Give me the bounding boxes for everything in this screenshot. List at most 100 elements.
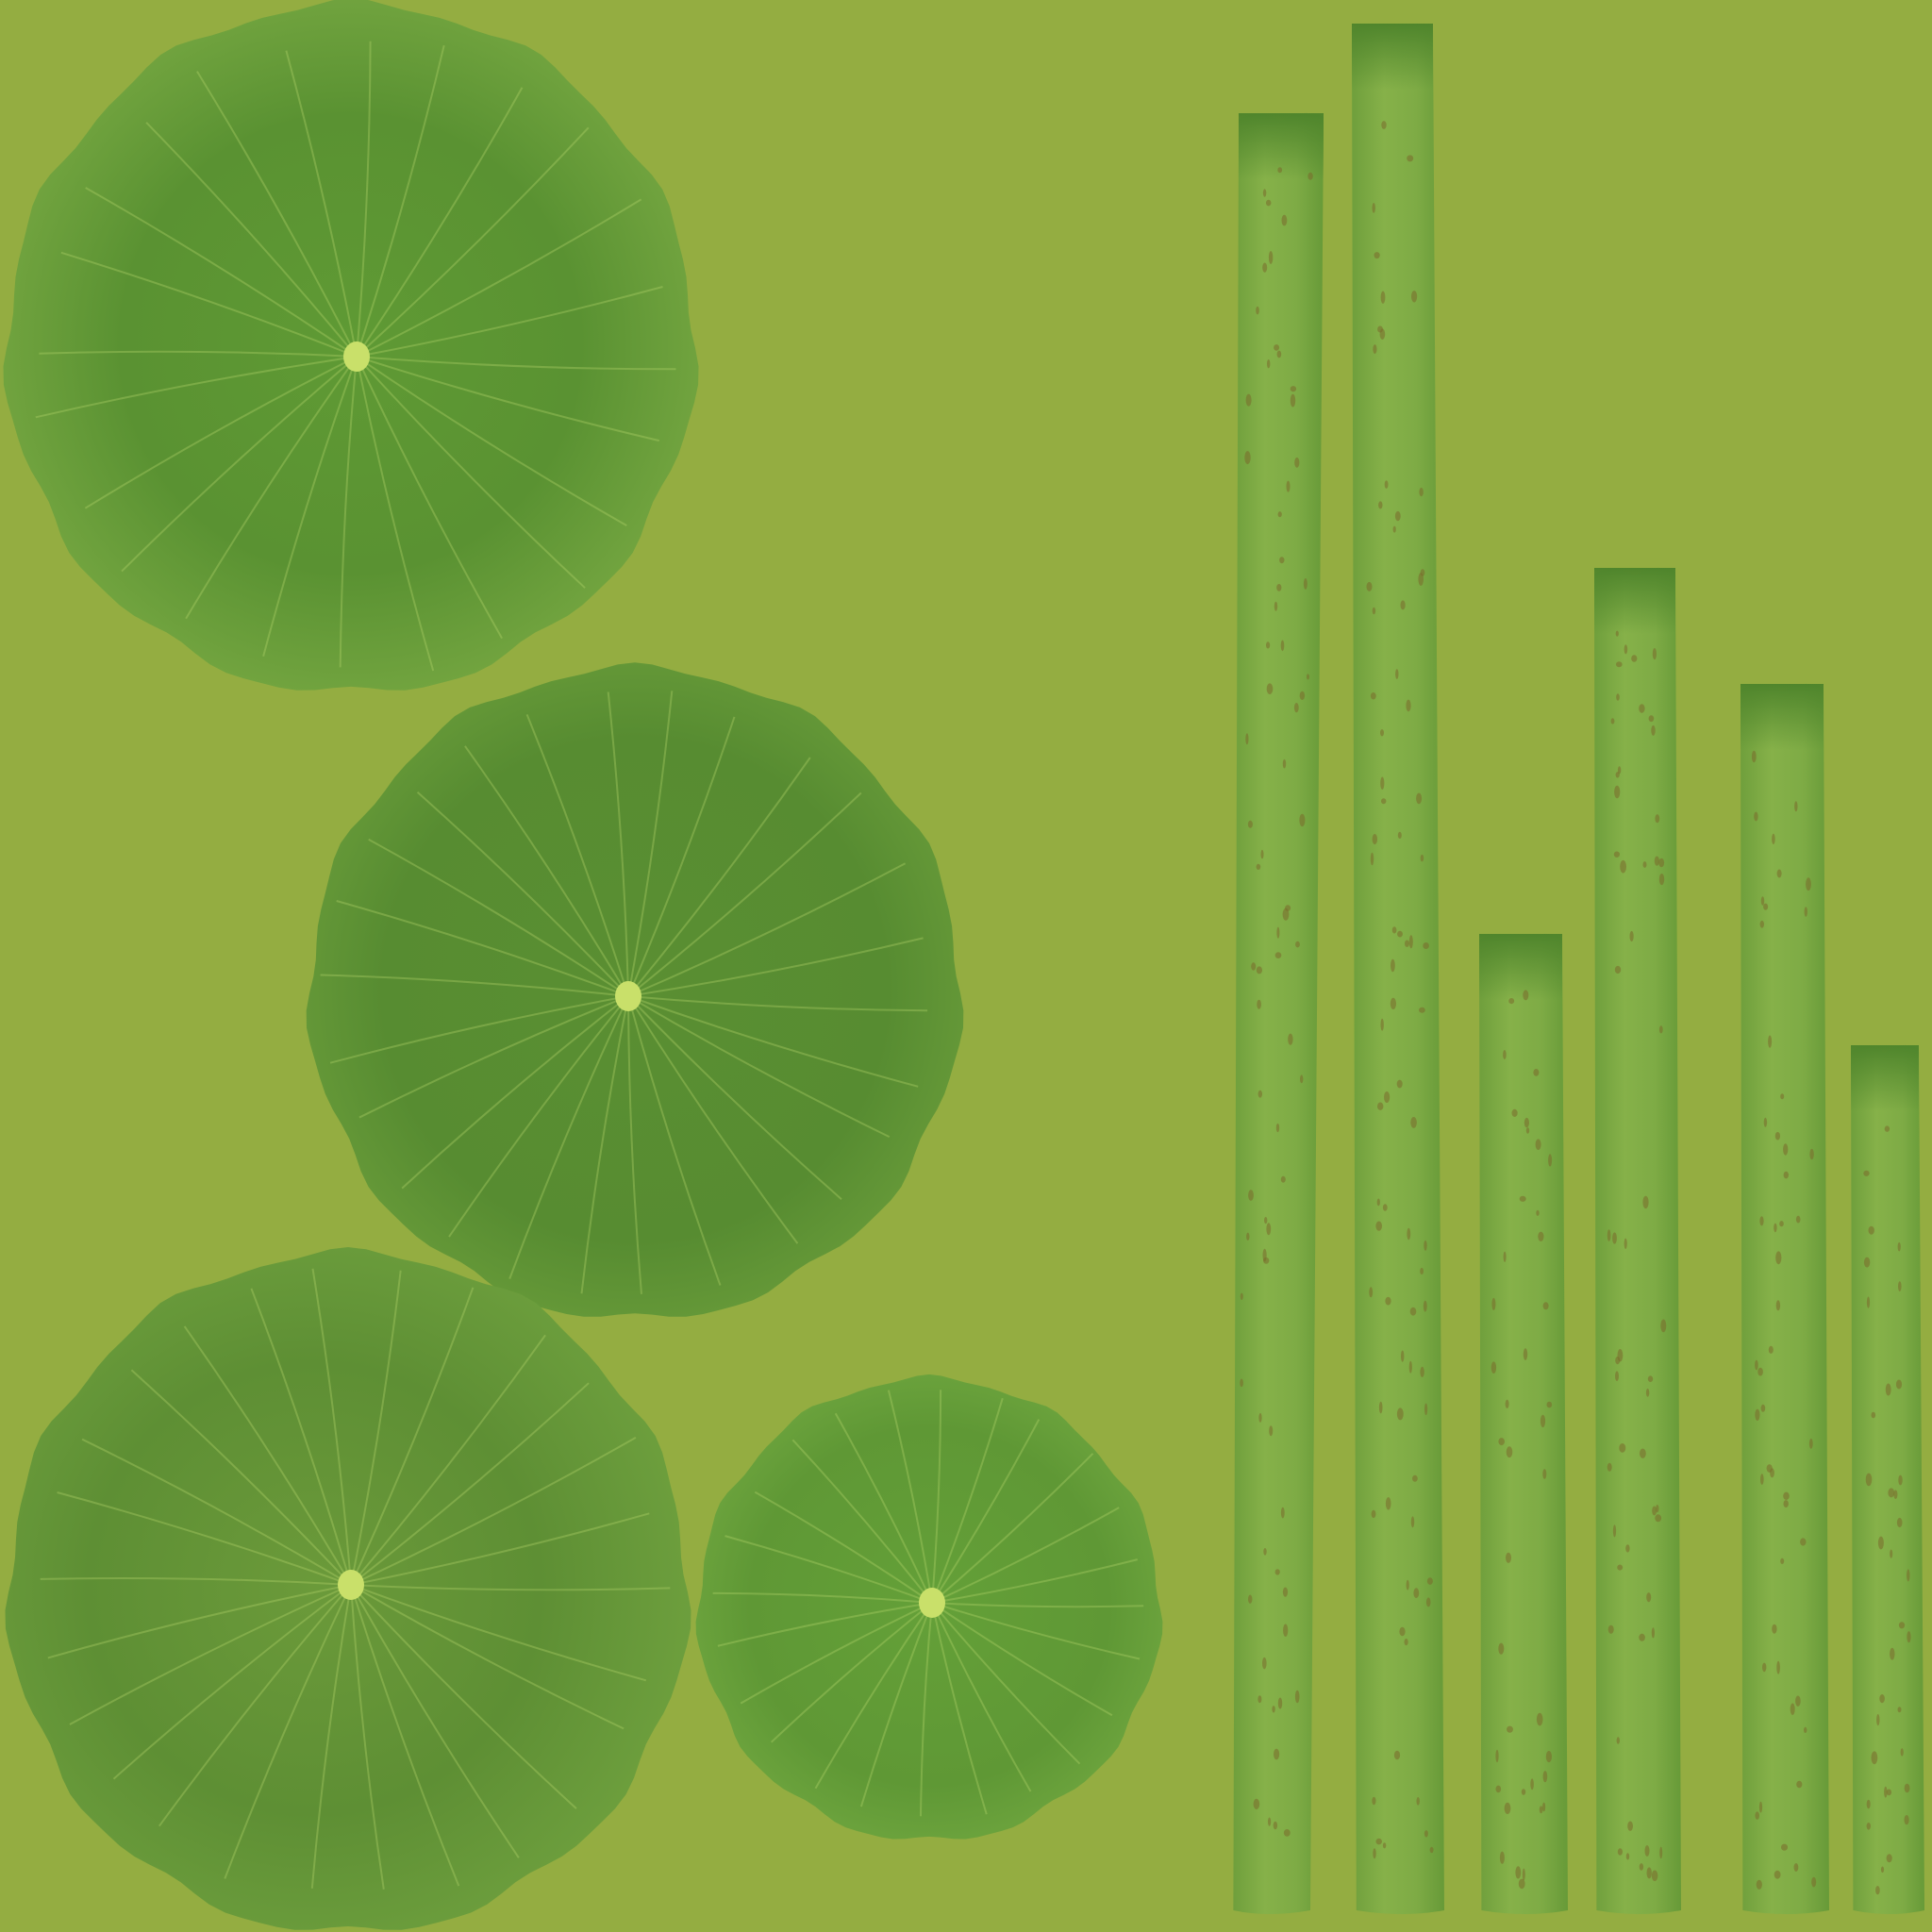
stem-speck xyxy=(1865,1473,1873,1487)
stem-speck xyxy=(1647,1375,1654,1382)
leaf-vein xyxy=(931,1602,1032,1792)
stem-speck xyxy=(1290,393,1296,408)
stem-speck xyxy=(1307,172,1313,180)
stem-speck xyxy=(1793,1863,1799,1872)
stem-speck xyxy=(1245,733,1249,745)
stem-speck xyxy=(1617,1848,1623,1856)
leaf-vein xyxy=(627,995,842,1200)
stem-speck xyxy=(1495,1785,1502,1793)
stem-speck xyxy=(1651,1627,1655,1639)
stem-speck xyxy=(1523,990,1529,1001)
leaf-vein xyxy=(350,1584,577,1809)
leaf-vein xyxy=(356,356,503,640)
lotus-stem-4 xyxy=(1594,567,1681,1915)
stem-speck xyxy=(1262,262,1268,273)
leaf-vein xyxy=(627,791,862,997)
leaf-vein xyxy=(464,745,629,997)
stem-speck xyxy=(1871,1751,1878,1765)
leaf-vein xyxy=(69,1584,352,1725)
stem-speck xyxy=(1629,930,1634,942)
stem-speck xyxy=(1293,703,1299,713)
stem-speck xyxy=(1652,648,1657,660)
stem-speck xyxy=(1506,1552,1511,1563)
leaf-vein xyxy=(339,356,358,668)
leaf-vein xyxy=(350,1584,385,1890)
leaf-vein xyxy=(834,1412,933,1604)
stem-speck xyxy=(1373,1848,1376,1859)
leaf-vein xyxy=(311,1268,352,1586)
stem-speck xyxy=(1895,1379,1903,1390)
leaf-vein xyxy=(931,1558,1139,1604)
stem-speck xyxy=(1412,1474,1418,1482)
stem-speck xyxy=(1755,1811,1759,1820)
stem-speck xyxy=(1772,1624,1777,1634)
stem-speck xyxy=(1639,704,1645,713)
stem-speck xyxy=(1896,1517,1903,1528)
stem-speck xyxy=(1794,801,1798,812)
stem-speck xyxy=(1498,1438,1505,1446)
stem-speck xyxy=(1280,640,1285,652)
stem-speck xyxy=(1505,1399,1509,1409)
stem-speck xyxy=(1378,1401,1383,1414)
stem-speck xyxy=(1380,776,1385,790)
leaf-veins xyxy=(35,41,676,672)
stem-speck xyxy=(1503,1251,1507,1263)
leaf-vein xyxy=(931,1507,1120,1604)
stem-specks xyxy=(1491,990,1553,1890)
stem-speck xyxy=(1539,1806,1543,1814)
leaf-vein xyxy=(791,1439,933,1604)
stem-speck xyxy=(1385,1296,1391,1306)
stem-speck xyxy=(1294,1690,1300,1704)
stem-speck xyxy=(1885,1383,1891,1396)
leaf-vein xyxy=(350,1584,460,1887)
stem-speck xyxy=(1257,999,1261,1009)
leaf-center xyxy=(343,341,370,372)
leaf-center xyxy=(919,1588,945,1618)
stem-speck xyxy=(1863,1170,1870,1176)
stem-speck xyxy=(1768,1345,1774,1354)
stem-body xyxy=(1851,1044,1924,1914)
stem-speck xyxy=(1775,1251,1782,1265)
stem-speck xyxy=(1755,1359,1758,1371)
stem-speck xyxy=(1299,813,1306,827)
stem-speck xyxy=(1370,852,1374,866)
stem-speck xyxy=(1267,359,1271,369)
stem-speck xyxy=(1262,1657,1267,1670)
stem-speck xyxy=(1759,920,1765,928)
stem-speck xyxy=(1300,1074,1304,1084)
stem-speck xyxy=(1898,1622,1906,1629)
stem-speck xyxy=(1282,1587,1289,1597)
stem-speck xyxy=(1503,1050,1507,1059)
stem-speck xyxy=(1884,1786,1888,1798)
lotus-stem-1 xyxy=(1233,112,1324,1914)
leaf-vein xyxy=(368,838,629,997)
leaf-vein xyxy=(717,1602,933,1647)
leaf-vein xyxy=(607,691,629,997)
stem-speck xyxy=(1607,1229,1611,1241)
stem-speck xyxy=(1651,1870,1658,1882)
leaf-vein xyxy=(84,356,358,509)
stem-speck xyxy=(1775,1300,1781,1311)
leaf-vein xyxy=(121,356,358,573)
stem-body xyxy=(1233,112,1324,1914)
stem-speck xyxy=(1774,1223,1777,1233)
stem-speck xyxy=(1804,907,1808,917)
stem-speck xyxy=(1391,926,1397,934)
stem-speck xyxy=(1385,1497,1391,1510)
stem-speck xyxy=(1420,569,1425,576)
leaf-vein xyxy=(627,995,891,1138)
stem-specks xyxy=(1366,121,1434,1859)
stem-speck xyxy=(1654,856,1659,866)
leaf-vein xyxy=(350,1287,475,1586)
stem-speck xyxy=(1498,1642,1505,1655)
leaf-vein xyxy=(356,356,676,371)
leaf-vein xyxy=(754,1491,933,1604)
leaf-vein xyxy=(931,1602,1141,1660)
stem-group xyxy=(1233,23,1924,1915)
stem-speck xyxy=(1776,869,1782,878)
stem-speck xyxy=(1369,1287,1374,1298)
stem-speck xyxy=(1893,1490,1898,1499)
stem-speck xyxy=(1640,1448,1646,1458)
stem-speck xyxy=(1620,859,1626,874)
